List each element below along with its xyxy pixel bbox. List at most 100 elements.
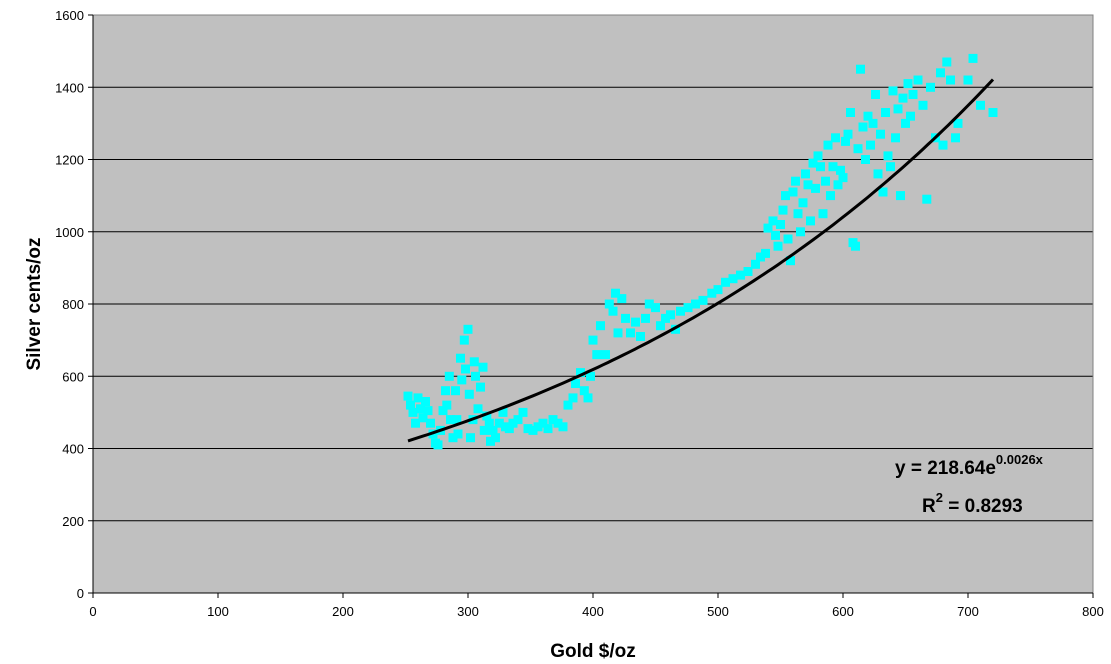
data-point [763, 223, 773, 233]
data-point [868, 118, 878, 128]
data-point [456, 353, 465, 363]
x-tick-labels: 0 100 200 300 400 500 600 700 800 [89, 604, 1103, 619]
data-point [771, 230, 780, 240]
data-point [788, 187, 798, 197]
data-point [596, 321, 605, 331]
data-point [463, 324, 473, 334]
data-point [586, 371, 595, 381]
data-point [713, 285, 723, 295]
data-point [898, 93, 908, 103]
data-point [886, 162, 895, 172]
data-point [617, 294, 627, 304]
data-point [448, 433, 458, 443]
data-point [896, 191, 905, 201]
x-tick-label: 700 [957, 604, 979, 619]
data-point [976, 100, 985, 110]
r2-value: = 0.8293 [943, 496, 1023, 517]
data-point [661, 313, 670, 323]
data-point [811, 183, 820, 193]
data-point [651, 303, 660, 313]
data-point [421, 397, 430, 406]
data-point [816, 162, 825, 172]
data-point [871, 90, 880, 99]
data-point [479, 425, 489, 435]
data-point [576, 368, 585, 378]
data-point [801, 169, 810, 179]
data-point [626, 328, 635, 338]
data-point [441, 386, 450, 396]
data-point [543, 424, 553, 434]
data-point [604, 299, 614, 309]
data-point [442, 400, 452, 410]
data-point [736, 270, 745, 280]
data-point [571, 379, 580, 388]
data-point [438, 406, 448, 416]
data-point [418, 413, 428, 423]
data-point [621, 313, 630, 323]
data-point [798, 198, 808, 208]
data-point [926, 82, 935, 92]
data-point [491, 433, 500, 443]
data-point [818, 209, 828, 219]
data-point [553, 418, 563, 428]
data-point [922, 194, 932, 204]
data-point [813, 151, 823, 161]
data-point [707, 288, 717, 298]
data-point [878, 187, 888, 197]
data-point [579, 386, 589, 396]
data-point [901, 118, 910, 128]
data-point [891, 133, 900, 143]
data-point [783, 234, 793, 244]
data-point [488, 425, 498, 435]
data-point [751, 259, 760, 269]
data-point [841, 136, 850, 146]
data-point [856, 64, 865, 74]
data-point [858, 122, 868, 132]
r2-superscript: 2 [936, 490, 943, 505]
data-point [588, 335, 598, 345]
data-point [773, 241, 783, 251]
data-point [963, 75, 973, 85]
y-tick-label: 1000 [55, 225, 84, 240]
data-point [828, 162, 838, 172]
data-point [876, 129, 885, 139]
data-point [518, 407, 528, 417]
axes [88, 14, 1094, 598]
x-tick-label: 0 [89, 604, 96, 619]
y-tick-label: 0 [77, 586, 84, 601]
data-point [508, 418, 518, 428]
data-point [908, 90, 918, 99]
data-point [608, 306, 618, 316]
data-point [644, 299, 654, 309]
data-point [826, 191, 835, 201]
data-point [883, 151, 893, 161]
data-point [903, 79, 913, 89]
data-point [968, 53, 978, 63]
data-point [786, 256, 795, 266]
data-point [721, 277, 730, 287]
data-point [433, 440, 443, 450]
data-point [528, 425, 538, 435]
data-point [988, 108, 998, 117]
data-point [676, 306, 685, 316]
data-point [698, 295, 708, 305]
data-point [938, 140, 948, 150]
r2-letter: R [922, 496, 936, 517]
y-tick-label: 1600 [55, 8, 84, 23]
x-tick-label: 300 [457, 604, 479, 619]
data-point [461, 364, 470, 374]
data-point [484, 418, 494, 428]
data-point [548, 415, 558, 425]
data-point [453, 429, 463, 439]
data-point [778, 205, 788, 215]
data-point [413, 393, 423, 403]
equation-base: y = 218.64e [895, 458, 996, 479]
y-tick-label: 1200 [55, 153, 84, 168]
trendline [407, 78, 995, 443]
data-point [951, 133, 960, 143]
data-point [743, 267, 753, 276]
data-point [838, 173, 848, 183]
data-point [808, 158, 818, 168]
data-point [666, 310, 675, 320]
data-point [601, 350, 610, 360]
